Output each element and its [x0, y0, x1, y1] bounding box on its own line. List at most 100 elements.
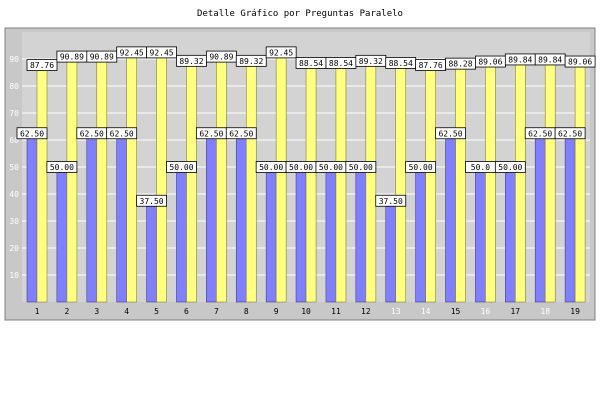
- data-label: 62.50: [558, 129, 582, 138]
- x-tick-label: 5: [154, 307, 159, 316]
- bar: [216, 56, 227, 303]
- data-label: 50.00: [169, 163, 193, 172]
- bar: [206, 132, 217, 303]
- bar: [146, 200, 157, 303]
- bar: [534, 132, 546, 303]
- data-label: 62.50: [438, 129, 462, 138]
- bar: [305, 62, 317, 303]
- data-label: 50.00: [498, 163, 522, 172]
- data-label: 50.00: [319, 163, 343, 172]
- bar: [455, 63, 466, 303]
- data-label: 37.50: [140, 197, 164, 206]
- data-label: 50.00: [50, 163, 74, 172]
- data-label: 90.89: [209, 53, 233, 62]
- bar: [335, 62, 347, 303]
- x-tick-label: 12: [361, 307, 371, 316]
- x-tick-label: 17: [510, 307, 520, 316]
- bar: [485, 61, 496, 303]
- y-tick-label: 80: [9, 82, 19, 91]
- data-label-box: [106, 127, 138, 140]
- bar: [86, 132, 98, 303]
- bar: [56, 166, 68, 303]
- data-label: 62.50: [229, 129, 253, 138]
- data-label: 88.54: [329, 59, 353, 68]
- data-label: 50.00: [409, 163, 433, 172]
- data-label: 62.50: [20, 129, 44, 138]
- bar: [176, 166, 187, 303]
- data-label: 92.45: [150, 48, 174, 57]
- data-label: 50.00: [349, 163, 373, 172]
- x-tick-label: 9: [274, 307, 279, 316]
- data-label-box: [435, 127, 466, 140]
- data-label: 37.50: [379, 197, 403, 206]
- bar: [544, 59, 556, 303]
- data-label-box: [345, 161, 377, 173]
- x-tick-label: 4: [124, 307, 129, 316]
- x-tick-label: 3: [94, 307, 99, 316]
- bar: [235, 132, 247, 303]
- data-label: 89.32: [239, 57, 263, 66]
- data-label: 50.0: [471, 163, 490, 172]
- bar: [265, 166, 277, 303]
- chart-title: Detalle Gráfico por Preguntas Paralelo: [197, 9, 403, 19]
- data-label-box: [46, 161, 78, 173]
- bar: [425, 64, 436, 303]
- data-label: 92.45: [269, 48, 293, 57]
- bar: [385, 200, 397, 303]
- x-tick-label: 2: [64, 307, 69, 316]
- data-label-box: [16, 127, 48, 140]
- data-label: 88.28: [448, 60, 472, 69]
- data-label: 88.54: [299, 59, 323, 68]
- bar: [355, 166, 367, 303]
- y-tick-label: 20: [9, 244, 19, 253]
- bar: [395, 62, 407, 303]
- y-tick-label: 50: [9, 163, 19, 172]
- bar: [66, 56, 78, 303]
- data-label: 62.50: [528, 129, 552, 138]
- bar: [116, 132, 127, 303]
- bar: [275, 52, 287, 303]
- bar: [126, 52, 137, 303]
- data-label: 50.00: [289, 163, 313, 172]
- bar: [96, 56, 108, 303]
- data-label: 89.32: [359, 57, 383, 66]
- data-label: 88.54: [389, 59, 413, 68]
- data-label: 87.76: [30, 61, 54, 70]
- x-tick-label: 16: [481, 307, 491, 316]
- data-label: 87.76: [419, 61, 443, 70]
- data-label: 62.50: [199, 129, 223, 138]
- bar: [186, 60, 197, 303]
- data-label: 90.89: [60, 53, 84, 62]
- data-label-box: [146, 46, 177, 59]
- data-label-box: [265, 46, 297, 59]
- data-label: 89.84: [538, 55, 562, 64]
- x-tick-label: 10: [301, 307, 311, 316]
- x-tick-label: 13: [391, 307, 401, 316]
- y-tick-label: 60: [9, 136, 19, 145]
- data-label: 89.06: [478, 58, 502, 67]
- bar: [26, 132, 38, 303]
- bar: [515, 59, 526, 303]
- x-tick-label: 7: [214, 307, 219, 316]
- y-tick-label: 10: [9, 271, 19, 280]
- data-label: 89.06: [568, 58, 592, 67]
- data-label: 89.84: [508, 55, 532, 64]
- x-tick-label: 1: [35, 307, 40, 316]
- data-label-box: [225, 127, 257, 140]
- bar: [365, 60, 377, 303]
- bar: [156, 52, 167, 303]
- x-tick-label: 6: [184, 307, 189, 316]
- bar: [245, 60, 257, 303]
- data-label-box: [136, 194, 167, 207]
- data-label-box: [554, 127, 586, 140]
- bar: [505, 166, 516, 303]
- bar: [475, 166, 486, 303]
- y-tick-label: 70: [9, 109, 19, 118]
- data-label: 90.89: [90, 53, 114, 62]
- x-tick-label: 19: [570, 307, 580, 316]
- data-label-box: [166, 161, 197, 173]
- y-tick-label: 40: [9, 190, 19, 199]
- y-tick-label: 90: [9, 55, 19, 64]
- bar: [325, 166, 337, 303]
